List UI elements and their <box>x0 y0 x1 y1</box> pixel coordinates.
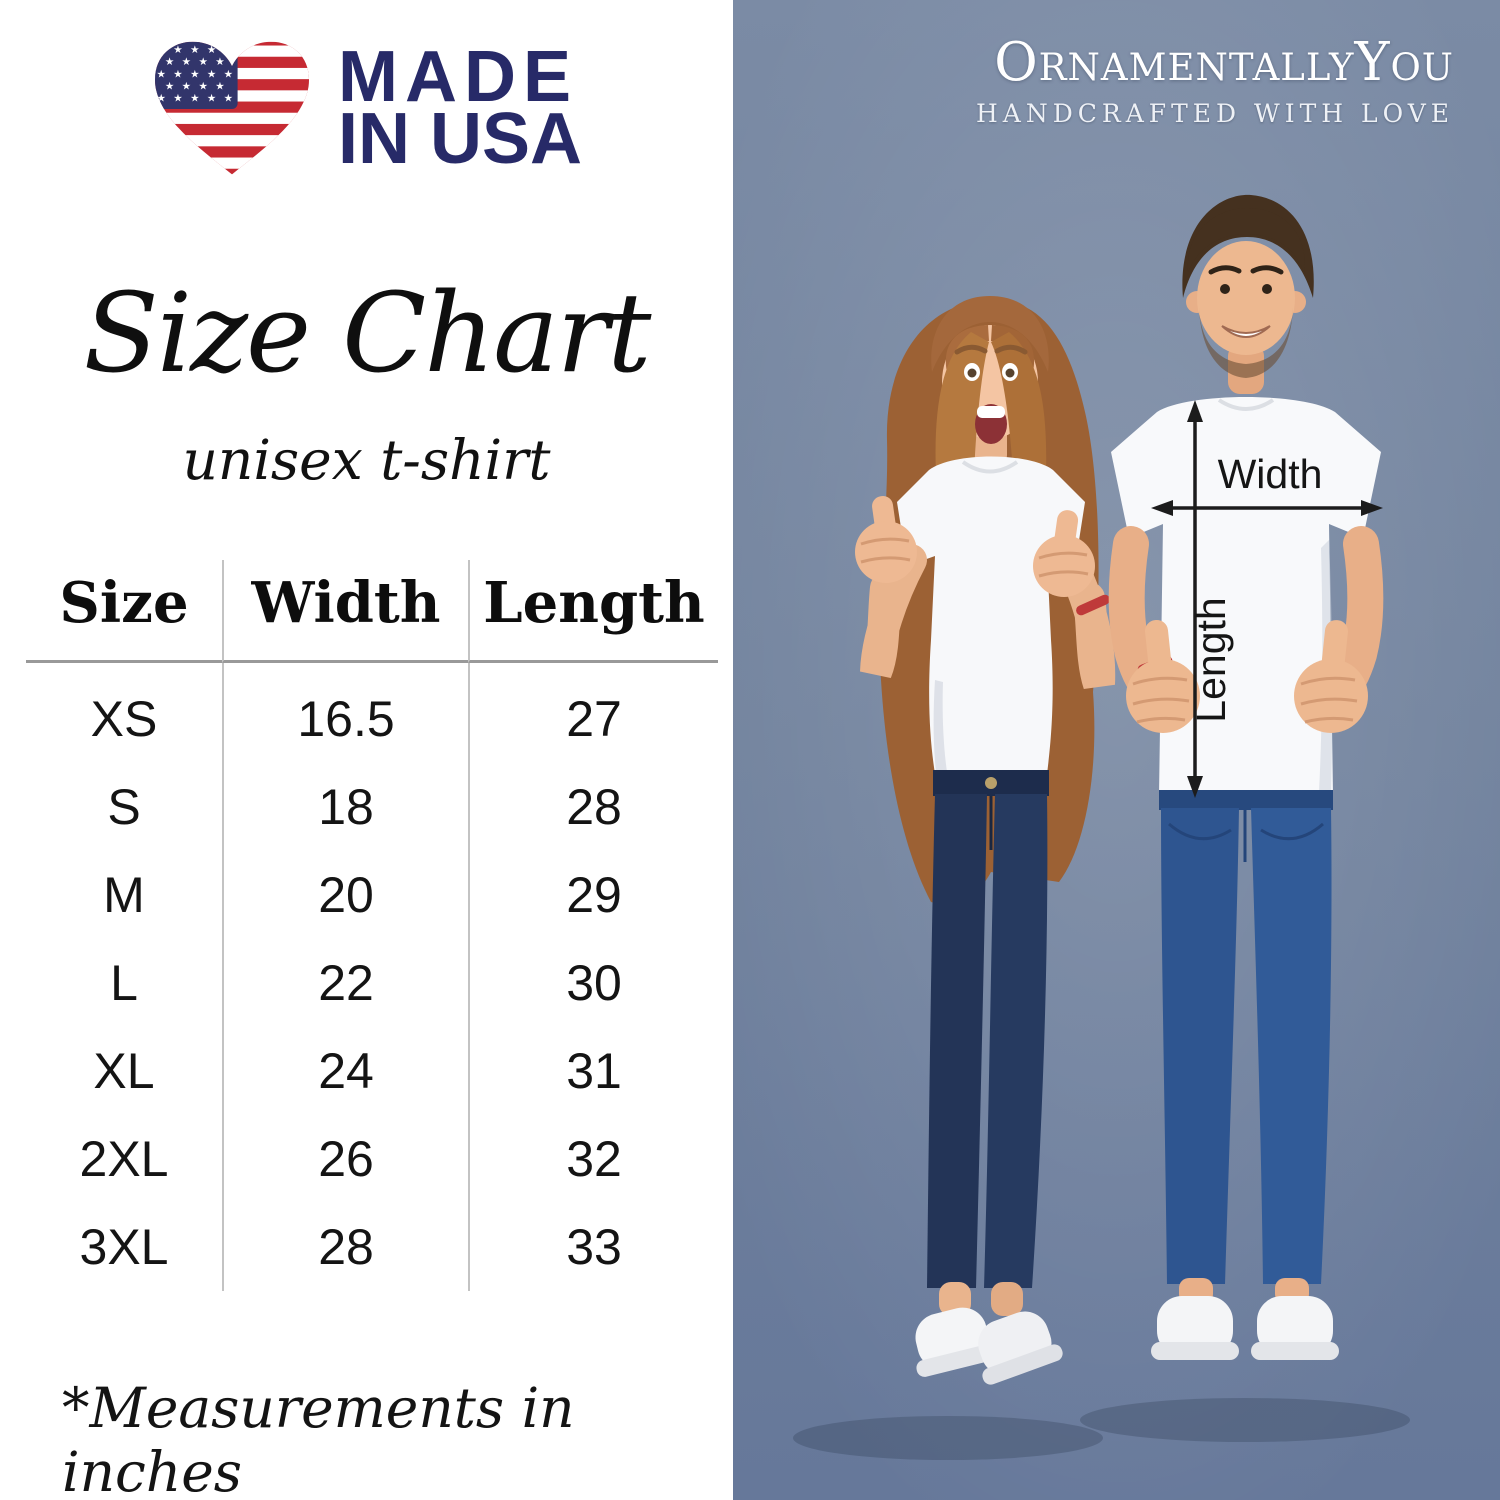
size-cell: XL <box>93 1043 155 1099</box>
svg-text:★: ★ <box>182 81 191 92</box>
svg-text:★: ★ <box>165 81 174 92</box>
header-length: Length <box>468 560 718 663</box>
woman-shadow <box>793 1416 1103 1460</box>
size-cell: 2XL <box>79 1131 169 1187</box>
man-jeans <box>1161 808 1239 1284</box>
man-smile <box>1221 325 1271 338</box>
svg-text:★: ★ <box>224 69 233 80</box>
man-right-shoe <box>1257 1296 1333 1356</box>
length-cell: 32 <box>468 1115 718 1203</box>
svg-text:★: ★ <box>190 94 199 105</box>
brand-tagline: HANDCRAFTED WITH LOVE <box>976 99 1454 128</box>
width-cell: 26 <box>222 1115 468 1203</box>
man-beard <box>1199 308 1293 378</box>
badge-line-2: IN USA <box>338 99 583 179</box>
usa-heart-flag-icon: ★ ★ ★ ★ ★ ★ ★ ★ ★ ★ ★ ★ ★ ★ ★ ★ ★ ★ ★ ★ ★ ★ ★ <box>154 41 310 175</box>
woman-right-fist <box>1033 535 1095 597</box>
svg-text:★: ★ <box>173 94 182 105</box>
svg-text:★: ★ <box>207 69 216 80</box>
flag-canton <box>154 41 238 109</box>
made-in-usa-text: MADE IN USA <box>338 37 583 179</box>
svg-text:★: ★ <box>224 45 233 56</box>
size-cell: 3XL <box>79 1219 169 1275</box>
width-cell: 22 <box>222 939 468 1027</box>
made-in-usa-badge: ★ ★ ★ ★ ★ ★ ★ ★ ★ ★ ★ ★ ★ ★ ★ ★ ★ ★ ★ ★ ★ ★ ★ MADE IN USA <box>148 32 582 186</box>
badge-line-1: MADE <box>338 37 578 118</box>
svg-text:★: ★ <box>224 94 233 105</box>
page-title: Size Chart <box>83 269 652 397</box>
length-cell: 29 <box>468 851 718 939</box>
width-cell: 20 <box>222 851 468 939</box>
flag-stars: ★ ★ ★ ★ ★ ★ ★ ★ ★ ★ ★ ★ ★ ★ ★ ★ ★ ★ ★ ★ ★ ★ ★ <box>156 45 232 105</box>
size-cell: M <box>103 867 145 923</box>
size-cell: S <box>107 779 141 835</box>
svg-text:★: ★ <box>156 45 165 56</box>
width-arrow-label: Width <box>1218 451 1323 497</box>
svg-text:★: ★ <box>207 94 216 105</box>
svg-text:★: ★ <box>156 69 165 80</box>
red-bracelet <box>1076 594 1110 616</box>
man-shadow <box>1080 1398 1410 1442</box>
header-size: Size <box>26 560 222 663</box>
left-panel: ★ ★ ★ ★ ★ ★ ★ ★ ★ ★ ★ ★ ★ ★ ★ ★ ★ ★ ★ ★ ★ ★ ★ MADE IN USA … <box>0 0 733 1500</box>
width-cell: 16.5 <box>222 663 468 763</box>
svg-text:★: ★ <box>190 45 199 56</box>
man-jeans-waistband <box>1159 790 1333 810</box>
svg-text:★: ★ <box>156 94 165 105</box>
width-cell: 24 <box>222 1027 468 1115</box>
svg-text:★: ★ <box>207 45 216 56</box>
woman-tshirt <box>897 456 1085 774</box>
measurement-annotations: Width Length <box>1151 400 1383 798</box>
svg-text:★: ★ <box>182 57 191 68</box>
svg-text:★: ★ <box>215 81 224 92</box>
svg-text:★: ★ <box>198 57 207 68</box>
man-figure <box>1080 194 1410 1442</box>
svg-text:★: ★ <box>165 57 174 68</box>
brand-block: OrnamentallyYou HANDCRAFTED WITH LOVE <box>976 36 1454 128</box>
header-width: Width <box>222 560 468 663</box>
width-cell: 28 <box>222 1203 468 1291</box>
svg-text:★: ★ <box>190 69 199 80</box>
woman-jeans <box>927 794 987 1288</box>
length-cell: 31 <box>468 1027 718 1115</box>
couple-photo-illustration: Width Length <box>733 0 1500 1500</box>
man-left-shoe <box>1157 1296 1233 1356</box>
svg-text:★: ★ <box>173 69 182 80</box>
woman-left-fist <box>855 521 917 583</box>
width-cell: 18 <box>222 763 468 851</box>
man-right-fist <box>1294 659 1368 733</box>
svg-text:★: ★ <box>173 45 182 56</box>
woman-figure <box>793 296 1116 1460</box>
svg-text:★: ★ <box>215 57 224 68</box>
size-table: Size Width Length XS 16.5 27 S 18 28 M 2… <box>26 560 718 1291</box>
size-cell: L <box>110 955 138 1011</box>
length-cell: 30 <box>468 939 718 1027</box>
length-arrow-label: Length <box>1188 597 1234 722</box>
length-cell: 28 <box>468 763 718 851</box>
length-cell: 27 <box>468 663 718 763</box>
man-left-fist <box>1126 659 1200 733</box>
brand-name: OrnamentallyYou <box>994 32 1454 93</box>
photo-panel: Width Length OrnamentallyYou HANDCRAFTED… <box>733 0 1500 1500</box>
svg-text:★: ★ <box>198 81 207 92</box>
length-cell: 33 <box>468 1203 718 1291</box>
size-cell: XS <box>90 691 158 747</box>
page-subtitle: unisex t-shirt <box>182 428 551 492</box>
measurements-footnote: *Measurements in inches <box>62 1376 575 1500</box>
